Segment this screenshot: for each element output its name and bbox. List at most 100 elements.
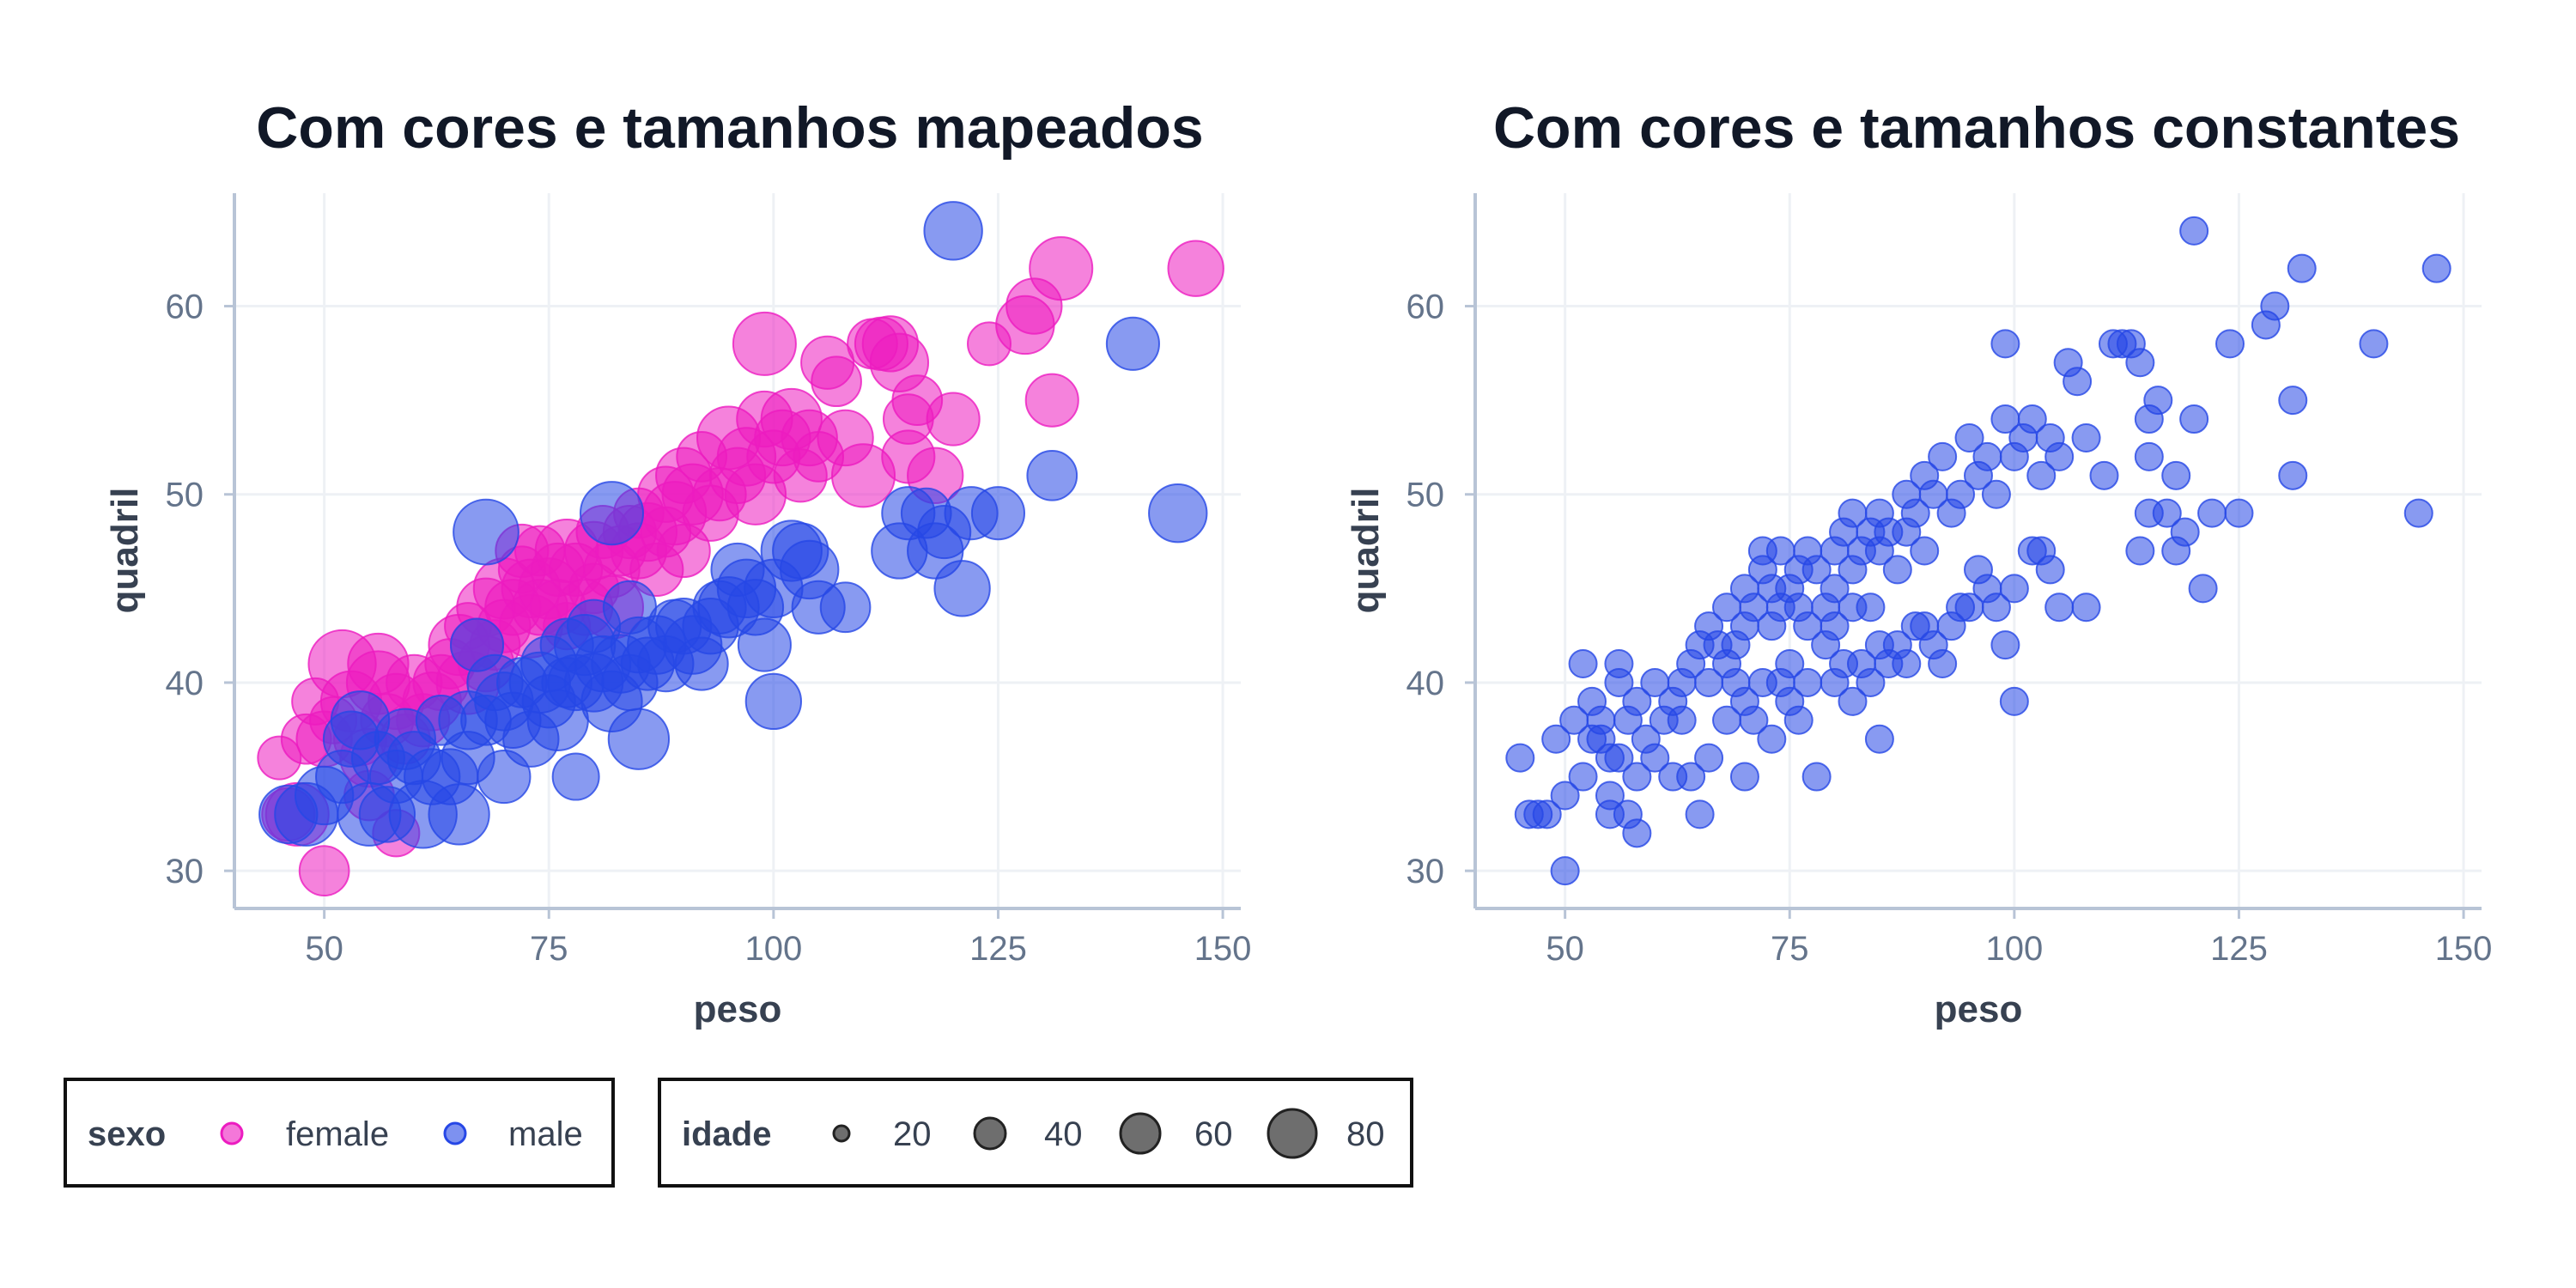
data-point-male <box>737 617 792 672</box>
chart-title: Com cores e tamanhos mapeados <box>256 95 1203 161</box>
data-point <box>2035 555 2065 585</box>
data-point-female <box>926 392 981 447</box>
data-point <box>2063 367 2093 397</box>
x-axis-title: peso <box>694 988 782 1030</box>
data-point <box>1783 705 1814 735</box>
legend-key-female <box>220 1121 244 1145</box>
data-point <box>1999 686 2029 716</box>
legend-key-20 <box>832 1124 851 1143</box>
data-point <box>1532 799 1562 829</box>
legend-key-80 <box>1267 1108 1318 1159</box>
data-point-female <box>732 311 797 376</box>
data-point-male <box>933 560 991 617</box>
data-point-male <box>551 752 600 801</box>
data-point <box>1954 422 1984 453</box>
data-point <box>1685 799 1715 829</box>
y-tick-label: 30 <box>166 853 204 890</box>
data-point-male <box>428 783 490 846</box>
data-point <box>2224 498 2254 528</box>
y-axis-title: quadril <box>1345 488 1387 614</box>
points-layer <box>257 201 1224 897</box>
data-point-female <box>1167 240 1224 297</box>
data-point <box>1586 705 1616 735</box>
data-point <box>1667 705 1697 735</box>
x-tick-label: 75 <box>530 930 568 968</box>
legend-key-male <box>443 1121 467 1145</box>
data-point <box>1541 724 1571 754</box>
legend-key-60 <box>1119 1112 1162 1155</box>
legend-label-female: female <box>286 1115 389 1153</box>
data-point <box>2071 422 2101 453</box>
data-point <box>1856 592 1886 623</box>
data-point <box>1757 724 1787 754</box>
data-point <box>1981 592 2011 623</box>
chart-title: Com cores e tamanhos constantes <box>1493 95 2460 161</box>
x-tick-label: 100 <box>1985 930 2043 968</box>
data-point <box>2044 592 2075 623</box>
data-point <box>1550 781 1580 811</box>
data-point-male <box>453 498 519 566</box>
data-point <box>1820 574 1850 604</box>
data-point <box>2287 253 2317 283</box>
data-point <box>1990 630 2020 660</box>
data-point <box>2161 460 2191 490</box>
data-point <box>2125 348 2155 378</box>
data-point <box>1900 498 1930 528</box>
data-point <box>2125 536 2155 566</box>
data-point <box>2179 216 2209 246</box>
data-point-male <box>1105 316 1160 371</box>
data-point <box>1981 479 2011 509</box>
data-point <box>2026 460 2057 490</box>
data-point <box>1694 743 1724 773</box>
data-point <box>1595 781 1625 811</box>
grid <box>1475 193 2482 908</box>
data-point <box>1946 479 1976 509</box>
data-point <box>2152 498 2182 528</box>
data-point <box>1820 611 1850 641</box>
data-point <box>1856 667 1886 697</box>
size-legend: idade 20 40 60 80 <box>658 1078 1413 1188</box>
x-tick-label: 125 <box>2210 930 2268 968</box>
data-point <box>1622 818 1652 848</box>
data-point <box>1928 649 1958 679</box>
data-point <box>1622 686 1652 716</box>
data-point <box>1604 649 1634 679</box>
legend-label-20: 20 <box>893 1115 932 1153</box>
data-point-male <box>744 672 803 731</box>
legend-label-40: 40 <box>1044 1115 1083 1153</box>
ticks: 50 75 100 125 150 30 40 50 60 <box>1406 289 2493 968</box>
data-point <box>1972 441 2002 471</box>
x-tick-label: 150 <box>2435 930 2493 968</box>
legend-label-male: male <box>508 1115 583 1153</box>
y-tick-label: 50 <box>166 477 204 514</box>
data-point <box>1676 762 1706 792</box>
data-point <box>2017 404 2047 434</box>
data-point <box>2359 329 2389 359</box>
legend-title: idade <box>682 1115 771 1153</box>
y-tick-label: 50 <box>1406 477 1445 514</box>
data-point <box>2170 517 2200 547</box>
data-point <box>1640 743 1670 773</box>
x-axis-title: peso <box>1935 988 2023 1030</box>
data-point <box>1505 743 1535 773</box>
data-point-male <box>1148 483 1208 544</box>
data-point-female <box>1024 373 1079 428</box>
data-point <box>1910 536 1940 566</box>
data-point <box>1550 856 1580 886</box>
data-point <box>2215 329 2245 359</box>
data-point-female <box>1029 236 1094 301</box>
data-point <box>2278 386 2308 416</box>
legend-key-40 <box>973 1116 1007 1151</box>
data-point-female <box>811 355 862 408</box>
color-legend: sexo female male <box>64 1078 615 1188</box>
x-tick-label: 125 <box>969 930 1027 968</box>
data-point <box>1622 762 1652 792</box>
data-point <box>1775 649 1805 679</box>
data-point <box>1882 555 1912 585</box>
data-point <box>1604 743 1634 773</box>
data-point <box>1892 649 1922 679</box>
data-point <box>2403 498 2433 528</box>
points-layer <box>1505 216 2451 886</box>
data-point <box>2421 253 2451 283</box>
